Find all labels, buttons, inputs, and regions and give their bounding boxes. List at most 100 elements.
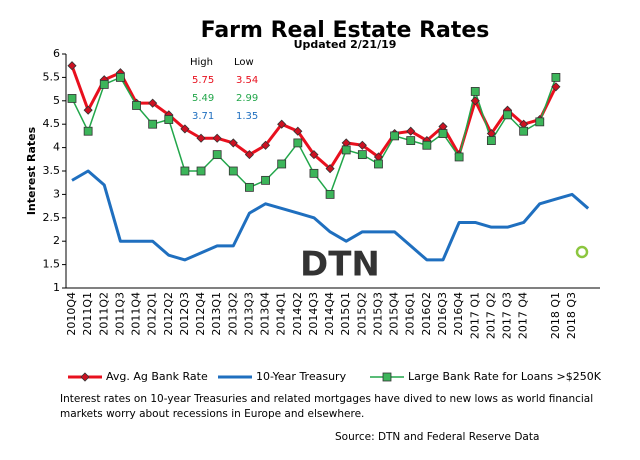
x-tick-label: 2016Q3 (436, 292, 449, 336)
marker (551, 73, 561, 82)
x-tick-label: 2015Q2 (355, 292, 368, 336)
marker (309, 150, 319, 160)
x-tick-label: 2018 Q3 (565, 292, 578, 339)
x-tick-label: 2015Q4 (388, 292, 401, 336)
marker (228, 166, 238, 176)
x-tick-label: 2013Q3 (242, 292, 255, 336)
chart-title: Farm Real Estate Rates (201, 18, 490, 43)
x-tick-label: 2013Q1 (210, 292, 223, 336)
marker (357, 140, 367, 150)
marker (83, 126, 93, 136)
high-low-value: 3.71 (192, 111, 214, 122)
marker (67, 61, 77, 71)
y-axis-label: Interest Rates (25, 126, 38, 215)
marker (374, 159, 383, 169)
marker (325, 189, 335, 199)
marker (245, 182, 254, 192)
marker (470, 87, 480, 96)
x-tick-label: 2014Q3 (307, 292, 320, 336)
x-tick-label: 2014Q1 (275, 292, 288, 336)
marker (406, 126, 416, 136)
y-tick-label: 5.5 (43, 70, 61, 83)
legend-label: Large Bank Rate for Loans >$250K (408, 370, 602, 383)
x-tick-label: 2016Q1 (404, 292, 417, 336)
x-tick-label: 2014Q4 (323, 292, 336, 336)
logo: DTN (300, 245, 380, 285)
marker (261, 175, 270, 185)
x-tick-label: 2012Q3 (178, 292, 191, 336)
y-tick-label: 1 (53, 281, 60, 294)
x-tick-label: 2013Q4 (259, 292, 272, 336)
high-low-value: 1.35 (236, 111, 258, 122)
marker (519, 126, 529, 136)
high-low-value: 5.49 (192, 93, 214, 104)
y-tick-label: 4.5 (43, 117, 61, 130)
marker (293, 138, 303, 148)
legend-marker (80, 372, 90, 382)
logo-dot (575, 245, 589, 259)
legend-label: 10-Year Treasury (256, 370, 347, 383)
marker (535, 117, 545, 127)
high-low-header: High (190, 57, 213, 68)
x-tick-label: 2017 Q3 (501, 292, 514, 339)
y-tick-label: 2.5 (43, 211, 61, 224)
marker (406, 136, 416, 145)
x-tick-label: 2017 Q4 (517, 292, 530, 339)
marker (180, 166, 190, 176)
x-tick-label: 2012Q2 (162, 292, 175, 336)
x-tick-label: 2012Q4 (194, 292, 207, 336)
legend-marker (382, 372, 392, 382)
marker (115, 73, 125, 82)
x-tick-label: 2011Q1 (81, 292, 94, 336)
x-tick-label: 2010Q4 (65, 292, 78, 336)
note-line-2: markets worry about recessions in Europe… (60, 408, 364, 420)
marker (99, 80, 109, 89)
marker (244, 150, 254, 160)
x-tick-label: 2014Q2 (291, 292, 304, 336)
marker (390, 131, 400, 141)
y-tick-label: 6 (53, 47, 60, 60)
y-tick-label: 5 (53, 94, 60, 107)
marker (67, 94, 77, 103)
x-tick-label: 2016Q2 (420, 292, 433, 336)
marker (260, 140, 271, 150)
x-tick-label: 2017 Q1 (468, 292, 481, 339)
x-tick-label: 2011Q3 (113, 292, 126, 336)
high-low-box (184, 52, 284, 124)
high-low-value: 3.54 (236, 75, 258, 86)
x-tick-label: 2011Q4 (130, 292, 143, 336)
marker (212, 150, 222, 160)
y-tick-label: 4 (53, 141, 60, 154)
marker (470, 96, 480, 106)
marker (228, 138, 238, 148)
marker (277, 119, 287, 129)
marker (148, 119, 158, 129)
marker (164, 115, 174, 124)
marker (132, 101, 141, 110)
marker (422, 140, 432, 150)
y-tick-label: 1.5 (43, 258, 61, 271)
marker (293, 126, 303, 136)
marker (196, 133, 206, 143)
marker (357, 150, 367, 160)
high-low-header: Low (234, 57, 254, 68)
series-line (71, 169, 590, 262)
x-tick-label: 2012Q1 (146, 292, 159, 336)
marker (551, 82, 561, 92)
legend-label: Avg. Ag Bank Rate (106, 370, 208, 383)
source: Source: DTN and Federal Reserve Data (335, 431, 539, 443)
marker (503, 110, 512, 120)
marker (212, 133, 222, 143)
marker (309, 168, 319, 178)
marker (486, 136, 496, 145)
y-tick-label: 3 (53, 187, 60, 200)
marker (83, 105, 93, 115)
x-tick-label: 2015Q1 (339, 292, 352, 336)
x-tick-label: 2018 Q1 (549, 292, 562, 339)
x-tick-label: 2016Q4 (452, 292, 465, 336)
chart-subtitle: Updated 2/21/19 (294, 38, 397, 51)
x-tick-label: 2015Q3 (371, 292, 384, 336)
marker (277, 159, 287, 169)
marker (148, 98, 158, 108)
